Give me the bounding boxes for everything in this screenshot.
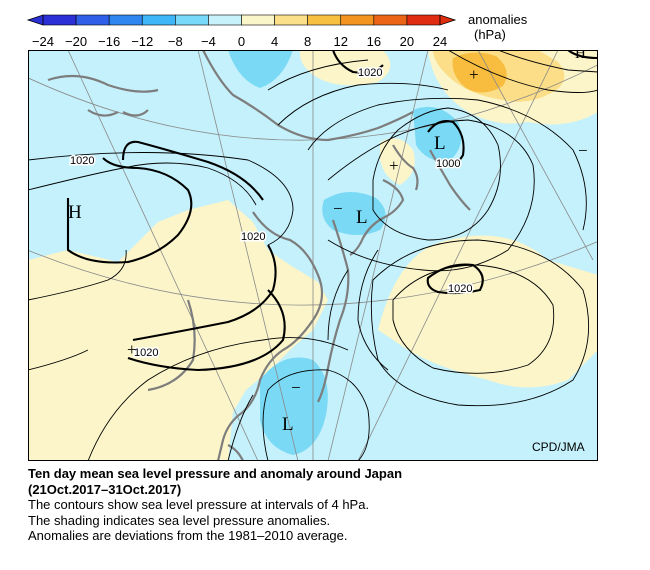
isobar-label: 1020 [358, 67, 382, 79]
colorbar-tick-label: 8 [304, 34, 311, 49]
isobar-label: 1020 [448, 283, 472, 295]
colorbar-unit-label: anomalies (hPa) [468, 12, 527, 42]
low-pressure-center: L [356, 207, 368, 228]
colorbar-tick-label: 20 [400, 34, 414, 49]
high-pressure-center: H [68, 202, 82, 223]
colorbar-tick-label: −24 [32, 34, 54, 49]
anomaly-colorbar: −24 −20 −16 −12 −8 −4 0 4 8 12 16 20 24 [26, 14, 457, 49]
colorbar-tick-label: 0 [238, 34, 245, 49]
colorbar-left-arrow [26, 14, 44, 26]
colorbar-segment [75, 14, 110, 26]
colorbar-tick-labels: −24 −20 −16 −12 −8 −4 0 4 8 12 16 20 24 [32, 34, 447, 49]
positive-anomaly-southwest [28, 200, 328, 461]
colorbar-unit-line1: anomalies [468, 12, 528, 27]
colorbar-segments [42, 14, 441, 26]
colorbar-tick-label: −12 [131, 34, 153, 49]
positive-anomaly-sign: + [389, 156, 399, 175]
colorbar-tick-label: 12 [334, 34, 348, 49]
colorbar-segment [307, 14, 342, 26]
colorbar-tick-label: 24 [433, 34, 447, 49]
negative-anomaly-sign: − [291, 378, 301, 397]
low-pressure-center: L [434, 133, 446, 154]
caption-line-anomalies: Anomalies are deviations from the 1981–2… [28, 528, 348, 543]
colorbar-tick-label: −8 [168, 34, 183, 49]
isobar-label: 1020 [134, 347, 158, 359]
colorbar-segment [175, 14, 209, 26]
map-credit: CPD/JMA [532, 440, 585, 454]
isobar-label: 1020 [70, 155, 94, 167]
negative-anomaly-far-north [228, 50, 293, 88]
colorbar-segment [241, 14, 275, 26]
colorbar-segment [373, 14, 408, 26]
anomaly-signs: + + + − − − [127, 65, 588, 397]
colorbar-tick-label: 4 [271, 34, 278, 49]
colorbar-segment [42, 14, 77, 26]
peak-positive-anomaly [452, 52, 507, 93]
positive-anomaly-japan [380, 138, 415, 185]
colorbar-segment [141, 14, 176, 26]
negative-anomaly-japan-sea [322, 191, 386, 235]
colorbar-segment [208, 14, 242, 26]
negative-anomaly-sign: − [333, 199, 343, 218]
caption-line-contours: The contours show sea level pressure at … [28, 497, 370, 512]
pressure-anomaly-map: 1020 1020 1020 1020 1020 1000 H L L L H … [28, 50, 598, 461]
isobar-label: 1020 [241, 231, 265, 243]
colorbar-segment [406, 14, 441, 26]
low-pressure-center: L [282, 414, 294, 435]
caption-line-shading: The shading indicates sea level pressure… [28, 512, 331, 528]
colorbar-tick-label: −16 [98, 34, 120, 49]
colorbar-tick-label: −20 [65, 34, 87, 49]
isobar-label: 1000 [436, 158, 460, 170]
negative-anomaly-sign: − [578, 141, 588, 160]
positive-anomaly-sign: + [469, 65, 479, 84]
map-caption: Ten day mean sea level pressure and anom… [28, 466, 628, 544]
colorbar-segment [340, 14, 375, 26]
partial-high-pressure-center: H [575, 50, 586, 62]
colorbar-segment [108, 14, 143, 26]
map-frame [28, 50, 598, 461]
isobar-labels: 1020 1020 1020 1020 1020 1000 [69, 66, 474, 361]
colorbar-tick-label: −4 [201, 34, 216, 49]
caption-period: (21Oct.2017–31Oct.2017) [28, 481, 182, 497]
graticule [28, 50, 598, 461]
coastlines [47, 50, 471, 461]
colorbar-segment [274, 14, 308, 26]
bold-isobars-1020 [66, 50, 598, 372]
colorbar-tick-label: 16 [367, 34, 381, 49]
caption-title: Ten day mean sea level pressure and anom… [28, 466, 403, 481]
positive-anomaly-sign: + [127, 340, 137, 359]
colorbar-right-arrow [439, 14, 457, 26]
pressure-centers: H L L L H [68, 50, 586, 435]
colorbar-unit-line2: (hPa) [474, 27, 506, 42]
